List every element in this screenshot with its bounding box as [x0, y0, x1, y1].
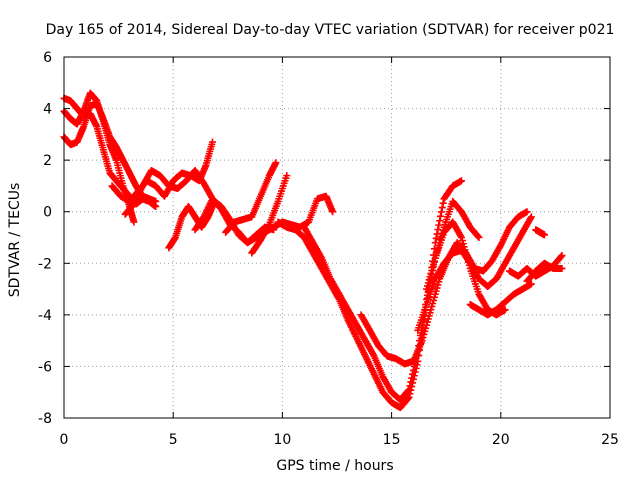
data-point: [474, 232, 482, 240]
data-point: [410, 362, 418, 370]
series-track11: [300, 197, 483, 404]
data-point: [437, 212, 445, 220]
data-point: [435, 221, 443, 229]
data-point: [437, 208, 445, 216]
series-track15: [466, 280, 535, 319]
series-track8: [222, 159, 280, 236]
y-tick-labels: -8 -6 -4 -2 0 2 4 6: [38, 50, 52, 427]
data-point: [409, 366, 417, 374]
data-point: [475, 234, 483, 241]
data-point: [432, 234, 440, 242]
data-point: [438, 204, 446, 212]
y-tick-label: 2: [43, 153, 52, 169]
x-tick-label: 25: [601, 432, 619, 448]
x-tick-labels: 0 5 10 15 20 25: [60, 432, 619, 448]
data-point: [152, 197, 160, 205]
x-tick-label: 15: [383, 432, 401, 448]
data-point: [540, 231, 548, 239]
data-point: [557, 253, 565, 261]
series-track4: [108, 138, 217, 205]
data-point: [501, 306, 509, 314]
data-point: [527, 280, 535, 288]
data-point: [283, 172, 291, 180]
y-tick-label: -2: [38, 256, 52, 272]
x-tick-label: 20: [492, 432, 510, 448]
data-point: [329, 208, 337, 216]
data-point: [130, 218, 138, 226]
x-tick-label: 0: [60, 432, 69, 448]
chart-title: Day 165 of 2014, Sidereal Day-to-day VTE…: [46, 22, 615, 38]
data-point: [408, 374, 416, 382]
y-tick-label: 6: [43, 50, 52, 66]
data-point: [404, 394, 412, 402]
series-track5: [121, 166, 217, 218]
series-track14: [423, 218, 509, 319]
grid-lines: [64, 57, 610, 418]
data-point: [558, 264, 566, 272]
y-axis-label: SDTVAR / TECUs: [7, 183, 23, 298]
x-axis-label: GPS time / hours: [276, 458, 393, 474]
data-point: [527, 213, 535, 221]
y-tick-label: -8: [38, 411, 52, 427]
tick-marks: [63, 56, 611, 419]
data-point: [405, 393, 413, 401]
data-point: [272, 159, 280, 167]
data-point: [457, 177, 465, 185]
data-point: [558, 252, 566, 260]
x-tick-label: 10: [273, 432, 291, 448]
data-point: [407, 378, 415, 386]
data-point: [404, 387, 412, 395]
y-tick-label: -6: [38, 359, 52, 375]
data-point: [409, 370, 417, 378]
y-tick-label: -4: [38, 308, 52, 324]
data-point: [523, 208, 531, 216]
data-point: [439, 199, 447, 207]
data-point: [406, 382, 414, 390]
series-track17: [523, 259, 566, 285]
series-track18: [532, 226, 548, 239]
data-point: [209, 138, 217, 146]
plot-frame: [63, 56, 611, 419]
data-points: [60, 89, 566, 412]
data-point: [405, 386, 413, 394]
y-tick-label: 4: [43, 102, 52, 118]
series-track9: [248, 172, 291, 257]
x-tick-label: 5: [169, 432, 178, 448]
data-point: [436, 217, 444, 225]
y-tick-label: 0: [43, 205, 52, 221]
